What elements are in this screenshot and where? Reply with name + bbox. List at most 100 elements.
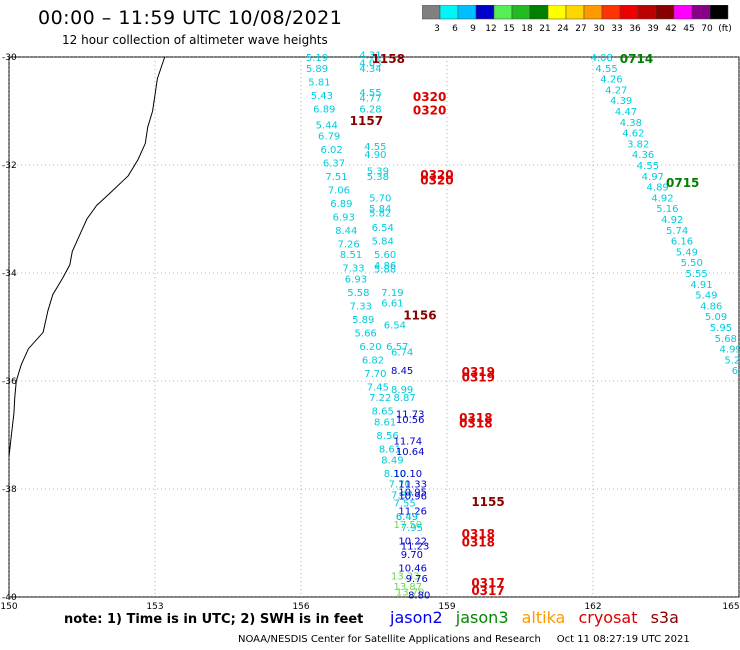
- wave-height-label: 6.93: [345, 274, 367, 285]
- wave-height-label: 4.99: [720, 345, 740, 356]
- satellite-legend: jason2 jason3 altika cryosat s3a: [390, 608, 687, 627]
- wave-height-label: 5.84: [369, 204, 391, 215]
- wave-height-label: 5.84: [372, 237, 394, 248]
- colorbar-label: 21: [539, 24, 550, 33]
- wave-height-label: 10.56: [396, 415, 425, 426]
- wave-height-label: 4.62: [622, 129, 644, 140]
- wave-height-label: 8.65: [372, 407, 394, 418]
- wave-height-label: 5.39: [367, 166, 389, 177]
- wave-height-label: 3.82: [627, 139, 649, 150]
- wave-height-label: 5.38: [367, 172, 389, 183]
- pass-time-label: 0320: [420, 174, 453, 188]
- pass-time-label: 0320: [420, 168, 453, 182]
- wave-height-label: 8.99: [391, 385, 413, 396]
- wave-height-label: 7.37: [391, 490, 413, 501]
- footer-note: note: 1) Time is in UTC; 2) SWH is in fe…: [64, 612, 364, 627]
- wave-height-label: 7.19: [381, 288, 403, 299]
- wave-height-label: 6.61: [381, 299, 403, 310]
- wave-height-label: 11.26: [398, 507, 427, 518]
- wave-height-label: 17.50: [393, 520, 422, 531]
- wave-height-label: 5.19: [306, 53, 328, 64]
- pass-time-label: 0318: [462, 535, 495, 549]
- wave-height-label: 6.37: [323, 158, 345, 169]
- colorbar-label: 24: [557, 24, 569, 33]
- graticule: [8, 56, 740, 598]
- legend-jason2: jason2: [390, 608, 443, 627]
- pass-time-label: 0317: [471, 584, 504, 598]
- pass-time-label: 0714: [620, 52, 653, 66]
- colorbar-label: 9: [470, 24, 476, 33]
- wave-height-label: 11.74: [393, 436, 422, 447]
- legend-s3a: s3a: [650, 608, 679, 627]
- wave-height-label: 4.55: [595, 64, 617, 75]
- credit-timestamp: Oct 11 08:27:19 UTC 2021: [556, 634, 690, 645]
- wave-height-label: 5.88: [374, 265, 396, 276]
- wave-height-label: 5.44: [316, 121, 338, 132]
- wave-height-label: 4.08: [591, 53, 613, 64]
- wave-height-label: 4.55: [359, 88, 381, 99]
- colorbar-label: 12: [485, 24, 496, 33]
- pass-time-label: 0318: [462, 527, 495, 541]
- lat-tick-label: -36: [2, 377, 17, 387]
- wave-height-label: 7.22: [369, 393, 391, 404]
- wave-height-label: 4.86: [700, 301, 722, 312]
- colorbar-label: 18: [521, 24, 533, 33]
- wave-height-label: 8.49: [381, 455, 403, 466]
- credit-agency: NOAA/NESDIS Center for Satellite Applica…: [238, 634, 541, 645]
- wave-height-label: 6.89: [330, 199, 352, 210]
- wave-height-label: 4.97: [642, 172, 664, 183]
- wave-height-label: 10.64: [396, 447, 425, 458]
- map-subtitle: 12 hour collection of altimeter wave hei…: [62, 33, 328, 47]
- colorbar-label: 6: [452, 24, 458, 33]
- wave-height-label: 5.95: [710, 323, 732, 334]
- wave-height-label: 6: [732, 366, 738, 377]
- colorbar: 3 6 9 12 15 18 21 24 27 30 33 36 39 42 45 70 (ft): [422, 5, 732, 33]
- wave-height-label: 8.61: [379, 445, 401, 456]
- wave-height-label: 10.96: [398, 491, 427, 502]
- wave-height-label: 5.55: [685, 269, 707, 280]
- pass-time-label: 1156: [403, 309, 436, 323]
- wave-height-label: 5.89: [352, 315, 374, 326]
- wave-height-label: 4.89: [647, 183, 669, 194]
- pass-time-label: 0317: [471, 576, 504, 590]
- pass-time-label: 0320: [413, 103, 446, 117]
- wave-height-label: 6.79: [318, 131, 340, 142]
- pass-time-label: 1157: [350, 114, 383, 128]
- wave-height-label: 7.95: [401, 523, 423, 534]
- colorbar-label: 45: [683, 24, 694, 33]
- colorbar-swatch: [709, 5, 729, 20]
- wave-height-label: 9.76: [406, 574, 428, 585]
- colorbar-label: 15: [503, 24, 514, 33]
- pass-time-label: 1155: [471, 495, 504, 509]
- wave-height-label: 8.87: [393, 393, 415, 404]
- colorbar-label: 30: [593, 24, 605, 33]
- lat-tick-label: -30: [2, 53, 17, 63]
- colorbar-label: (ft): [718, 24, 732, 33]
- wave-height-label: 4.34: [359, 64, 381, 75]
- coastline: [8, 56, 166, 457]
- wave-height-label: 5.16: [656, 204, 678, 215]
- wave-height-label: 6.82: [362, 355, 384, 366]
- wave-height-label: 5.50: [681, 258, 703, 269]
- wave-height-label: 4.31: [359, 50, 381, 61]
- wave-height-label: 6.54: [384, 320, 406, 331]
- map-title: 00:00 – 11:59 UTC 10/08/2021: [38, 7, 343, 29]
- lat-tick-label: -40: [2, 593, 17, 603]
- wave-height-label: 4.55: [364, 142, 386, 153]
- colorbar-label: 36: [629, 24, 641, 33]
- wave-height-label: 5.09: [705, 312, 727, 323]
- lat-tick-label: -34: [2, 269, 17, 279]
- wave-height-label: 4.92: [651, 193, 673, 204]
- colorbar-label: 39: [647, 24, 659, 33]
- wave-height-label: 5.82: [369, 209, 391, 220]
- wave-height-label: 8.80: [408, 590, 430, 601]
- wave-height-label: 8.56: [376, 431, 398, 442]
- wave-height-label: 7.55: [393, 499, 415, 510]
- pass-time-label: 0318: [459, 417, 492, 431]
- wave-height-label: 4.91: [690, 280, 712, 291]
- wave-height-label: 10.10: [393, 469, 422, 480]
- wave-height-label: 7.26: [338, 239, 360, 250]
- pass-time-labels: 1158115711561155032003200320032003190319…: [350, 52, 700, 598]
- wave-height-label: 6.02: [320, 145, 342, 156]
- wave-height-label: 5.66: [355, 328, 377, 339]
